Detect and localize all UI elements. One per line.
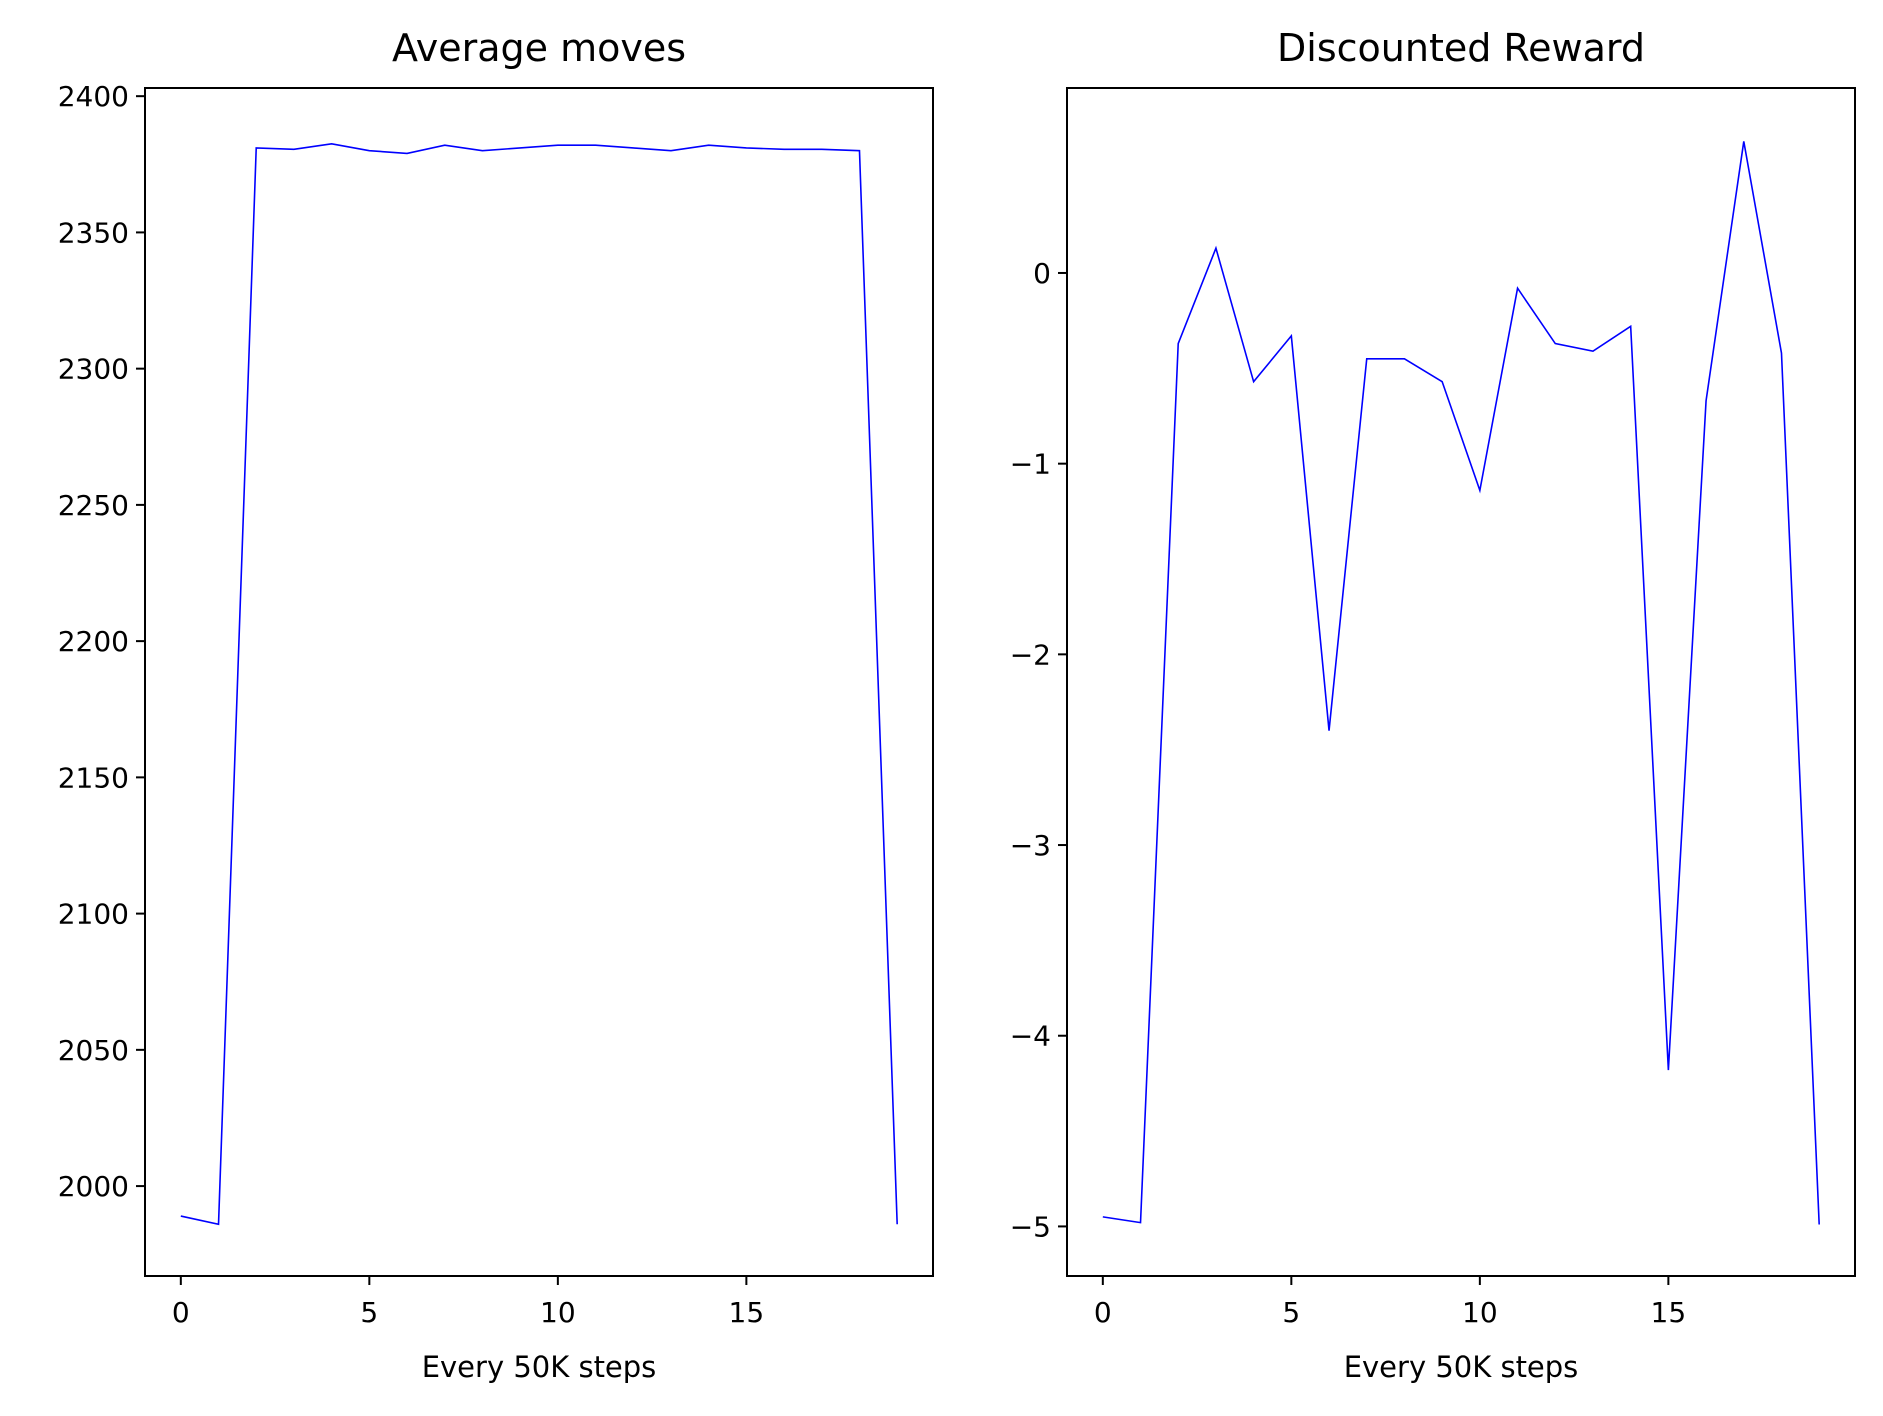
chart-2: 0 5 10 15 −5 −4 −3 −2 −1 0 Discounted Reward Every … xyxy=(1010,26,1856,1384)
chart-1-y-tick-label: 2300 xyxy=(58,353,129,386)
chart-1-y-tick-label: 2050 xyxy=(58,1034,129,1067)
chart-2-title: Discounted Reward xyxy=(1277,26,1645,70)
chart-2-y-tick-label: 0 xyxy=(1033,257,1051,290)
chart-2-y-tick-label: −1 xyxy=(1010,448,1051,481)
chart-2-x-tick-label: 10 xyxy=(1462,1296,1498,1329)
chart-1: 0 5 10 15 2000 2050 2100 2150 2200 2250 2300 2350 24… xyxy=(58,26,934,1384)
chart-1-y-tick-label: 2400 xyxy=(58,80,129,113)
chart-2-x-tick-label: 15 xyxy=(1651,1296,1687,1329)
chart-1-y-tick-label: 2350 xyxy=(58,216,129,249)
chart-1-series-line xyxy=(180,143,898,1226)
chart-2-y-tick-label: −5 xyxy=(1010,1210,1051,1243)
chart-1-y-tick-label: 2000 xyxy=(58,1170,129,1203)
chart-2-x-tick-label: 5 xyxy=(1282,1296,1300,1329)
chart-1-x-tick-label: 5 xyxy=(360,1296,378,1329)
chart-2-series-line xyxy=(1102,141,1820,1225)
chart-2-y-tick-label: −3 xyxy=(1010,829,1051,862)
chart-1-y-tick-label: 2200 xyxy=(58,625,129,658)
chart-1-y-tick-label: 2150 xyxy=(58,761,129,794)
chart-1-x-tick-label: 0 xyxy=(172,1296,190,1329)
chart-1-y-tick-label: 2250 xyxy=(58,489,129,522)
chart-1-axes-frame xyxy=(144,87,934,1277)
chart-2-y-tick-label: −2 xyxy=(1010,638,1051,671)
chart-2-x-tick-label: 0 xyxy=(1094,1296,1112,1329)
chart-1-title: Average moves xyxy=(392,26,686,70)
chart-2-x-axis-label: Every 50K steps xyxy=(1344,1350,1579,1384)
chart-1-x-tick-label: 15 xyxy=(729,1296,765,1329)
chart-1-x-tick-label: 10 xyxy=(540,1296,576,1329)
chart-1-x-axis-label: Every 50K steps xyxy=(422,1350,657,1384)
chart-2-y-tick-label: −4 xyxy=(1010,1020,1051,1053)
chart-2-axes-frame xyxy=(1066,87,1856,1277)
chart-1-y-tick-label: 2100 xyxy=(58,898,129,931)
